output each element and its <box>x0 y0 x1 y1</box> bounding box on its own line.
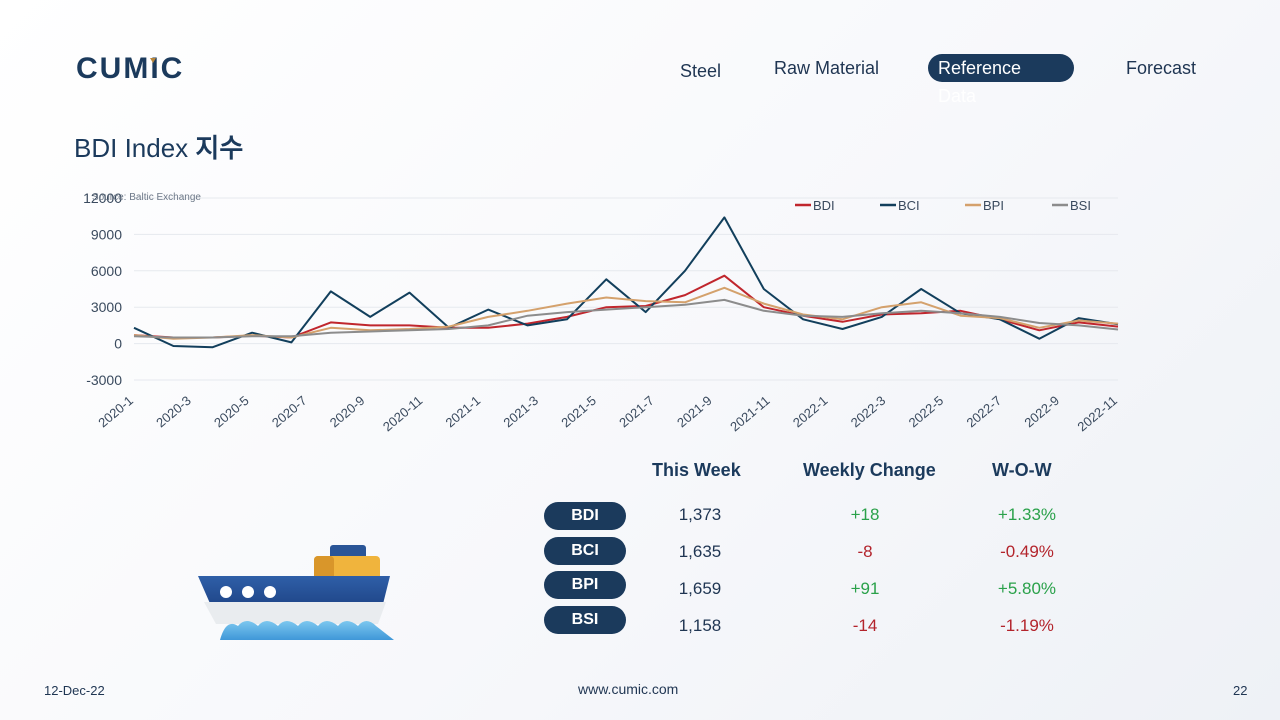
nav-steel[interactable]: Steel <box>680 61 722 81</box>
x-tick-label: 2020-9 <box>327 393 368 431</box>
nav-reference-data[interactable]: Reference Data <box>928 54 1074 106</box>
y-tick-label: 0 <box>114 336 122 352</box>
y-tick-label: 6000 <box>91 263 122 279</box>
cell-this-week: 1,373 <box>678 505 722 524</box>
cell-this-week: 1,635 <box>678 542 722 561</box>
x-tick-label: 2020-1 <box>95 393 136 431</box>
x-tick-label: 2021-3 <box>500 393 541 431</box>
logo-text: CUMIC <box>76 52 184 82</box>
series-line-bsi <box>133 298 1119 339</box>
x-tick-label: 2022-1 <box>790 393 831 431</box>
footer-url[interactable]: www.cumic.com <box>578 681 679 697</box>
page-title-kr: 지수 <box>195 133 244 163</box>
legend-label-bci: BCI <box>898 198 920 213</box>
nav-raw-material[interactable]: Raw Material <box>774 58 880 78</box>
x-tick-label: 2021-5 <box>558 393 599 431</box>
cell-change: +91 <box>850 579 880 598</box>
x-tick-label: 2021-7 <box>616 393 657 431</box>
x-tick-label: 2022-7 <box>964 393 1005 431</box>
cell-this-week: 1,158 <box>678 616 722 635</box>
x-tick-label: 2021-9 <box>674 393 715 431</box>
logo-accent-icon <box>150 58 156 63</box>
cell-wow: -0.49% <box>1000 542 1054 561</box>
cumic-logo: CUMIC <box>76 52 184 82</box>
x-tick-label: 2022-11 <box>1074 393 1119 435</box>
cell-change: -14 <box>852 616 878 635</box>
cell-wow: -1.19% <box>1000 616 1054 635</box>
ship-icon <box>198 545 394 640</box>
series-line-bdi <box>133 274 1119 339</box>
x-tick-label: 2021-1 <box>443 393 484 431</box>
x-tick-label: 2020-3 <box>153 393 194 431</box>
header-weekly-change: Weekly Change <box>803 460 936 480</box>
series-line-bci <box>133 216 1119 349</box>
row-label-bci: BCI <box>544 537 626 565</box>
page-title-text: BDI Index <box>74 133 189 163</box>
bdi-line-chart: 12000 9000 6000 3000 0 -3000 2020-1 2020-3 2020-… <box>83 190 1120 435</box>
x-tick-label: 2020-11 <box>380 393 425 435</box>
y-tick-label: 9000 <box>91 226 122 242</box>
y-tick-label: 3000 <box>91 299 122 315</box>
x-tick-label: 2022-9 <box>1021 393 1062 431</box>
footer-date: 12-Dec-22 <box>44 683 105 698</box>
cell-change: +18 <box>850 505 880 524</box>
legend-label-bdi: BDI <box>813 198 835 213</box>
row-label-bpi: BPI <box>544 571 626 599</box>
legend-label-bsi: BSI <box>1070 198 1091 213</box>
cell-wow: +5.80% <box>997 579 1057 598</box>
cell-change: -8 <box>857 542 873 561</box>
row-label-bdi: BDI <box>544 502 626 530</box>
page-title: BDI Index 지수 <box>74 128 243 165</box>
page-number: 22 <box>1233 683 1248 698</box>
x-tick-label: 2022-5 <box>906 393 947 431</box>
header-this-week: This Week <box>652 460 741 480</box>
y-tick-label: 12000 <box>83 190 122 206</box>
nav-forecast[interactable]: Forecast <box>1126 58 1197 78</box>
header-wow: W-O-W <box>992 460 1052 480</box>
row-label-bsi: BSI <box>544 606 626 634</box>
x-tick-label: 2022-3 <box>848 393 889 431</box>
legend-label-bpi: BPI <box>983 198 1004 213</box>
cell-wow: +1.33% <box>997 505 1057 524</box>
cell-this-week: 1,659 <box>678 579 722 598</box>
x-tick-label: 2021-11 <box>727 393 772 435</box>
x-tick-label: 2020-7 <box>269 393 310 431</box>
chart-source: Source: Baltic Exchange <box>92 192 201 203</box>
y-tick-label: -3000 <box>86 372 122 388</box>
x-tick-label: 2020-5 <box>211 393 252 431</box>
